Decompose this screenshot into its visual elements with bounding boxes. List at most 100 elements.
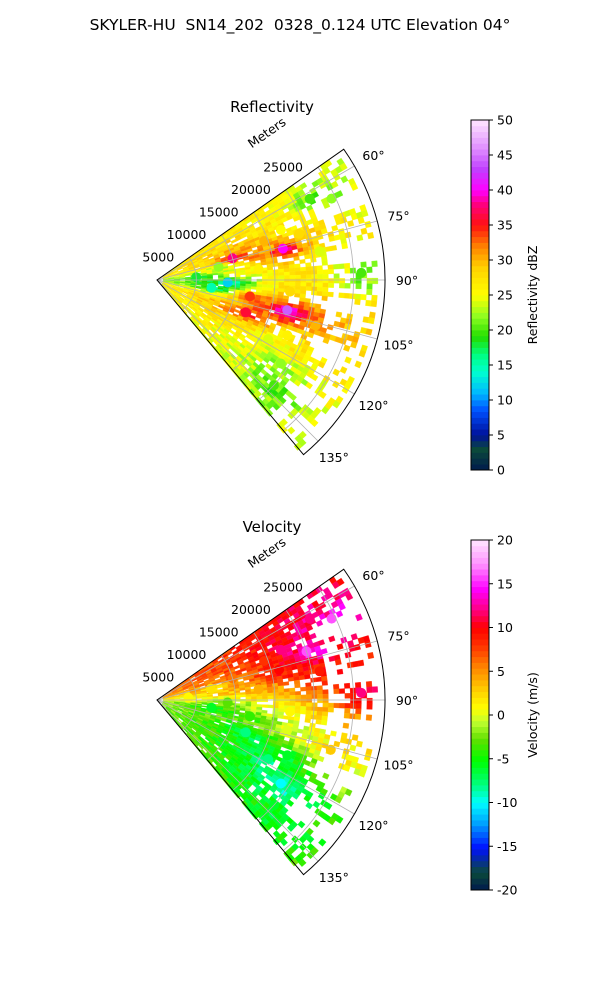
azimuth-tick-label: 60° bbox=[362, 568, 384, 583]
radar-gate bbox=[300, 686, 307, 692]
radar-gate bbox=[262, 281, 268, 285]
radar-gate bbox=[339, 366, 348, 374]
colorbar-segment bbox=[471, 709, 489, 716]
radar-gate bbox=[310, 373, 319, 382]
radar-gate bbox=[327, 264, 334, 270]
azimuth-tick-label: 135° bbox=[319, 870, 349, 885]
radar-gate bbox=[336, 643, 344, 650]
colorbar: -20 -15 -10 -5 0 5 10 15 20 Velocity (m/s) bbox=[470, 533, 540, 898]
range-ring bbox=[257, 609, 315, 821]
radial-axis-label: Meters bbox=[245, 534, 289, 571]
colorbar-segment bbox=[471, 178, 489, 185]
data-cell bbox=[314, 246, 325, 257]
radar-gate bbox=[322, 282, 329, 288]
colorbar-segment bbox=[471, 190, 489, 197]
radar-gate bbox=[371, 686, 378, 693]
radar-gate bbox=[289, 695, 296, 699]
colorbar-tick-label: 10 bbox=[497, 393, 513, 408]
range-ring bbox=[207, 654, 236, 761]
radar-gate bbox=[284, 282, 290, 286]
radar-gate bbox=[327, 269, 334, 275]
radar-gate bbox=[288, 264, 295, 269]
radar-gate bbox=[333, 683, 340, 690]
radar-gate bbox=[308, 761, 317, 769]
colorbar-segment bbox=[471, 318, 489, 325]
radar-gate bbox=[256, 281, 263, 285]
data-cell bbox=[326, 613, 337, 624]
radar-gate bbox=[267, 692, 274, 697]
radar-gate bbox=[251, 701, 257, 705]
radar-gate bbox=[299, 259, 306, 264]
colorbar-segment bbox=[471, 435, 489, 442]
colorbar-segment bbox=[471, 312, 489, 319]
radar-gate bbox=[240, 699, 246, 702]
radar-gate bbox=[261, 704, 268, 708]
radar-gate bbox=[278, 698, 285, 703]
colorbar-segment bbox=[471, 160, 489, 168]
range-tick-label: 15000 bbox=[199, 624, 239, 639]
colorbar-segment bbox=[471, 668, 489, 675]
colorbar-segment bbox=[471, 790, 489, 798]
radar-gate bbox=[273, 701, 279, 706]
radar-gate bbox=[196, 697, 202, 699]
radar-gate bbox=[333, 740, 341, 748]
colorbar-segment bbox=[471, 388, 489, 395]
radar-gate bbox=[338, 263, 345, 270]
radar-gate bbox=[335, 815, 344, 824]
radar-gate bbox=[277, 714, 284, 719]
radar-gate bbox=[245, 274, 252, 278]
radar-gate bbox=[312, 819, 321, 828]
radar-gate bbox=[330, 245, 338, 251]
radar-gate bbox=[317, 278, 324, 284]
azimuth-tick-label: 120° bbox=[358, 398, 388, 413]
radar-gate bbox=[341, 242, 348, 250]
radar-gate bbox=[267, 272, 274, 277]
data-cell bbox=[277, 243, 288, 254]
radar-gate bbox=[278, 285, 285, 290]
radar-gate bbox=[284, 695, 291, 700]
colorbar-segment bbox=[471, 831, 489, 838]
radar-gate bbox=[335, 311, 343, 318]
data-field bbox=[160, 576, 378, 867]
radar-gate bbox=[330, 730, 337, 737]
colorbar-segment bbox=[471, 738, 489, 745]
colorbar-segment bbox=[471, 400, 489, 407]
radar-gate bbox=[228, 271, 235, 274]
colorbar-segment bbox=[471, 137, 489, 144]
data-cell bbox=[282, 725, 293, 736]
radar-gate bbox=[256, 284, 263, 288]
radar-gate bbox=[251, 812, 259, 820]
colorbar-segment bbox=[471, 878, 489, 885]
radar-gate bbox=[327, 291, 334, 298]
radar-gate bbox=[207, 276, 213, 279]
radar-gate bbox=[300, 709, 307, 715]
radar-gate bbox=[316, 265, 323, 271]
radar-gate bbox=[207, 696, 213, 699]
radar-gate bbox=[334, 795, 343, 804]
radar-gate bbox=[251, 281, 257, 285]
data-cell bbox=[253, 264, 264, 275]
radar-gate bbox=[315, 719, 322, 725]
radar-gate bbox=[327, 707, 334, 713]
azimuth-tick-label: 75° bbox=[387, 208, 409, 223]
radar-gate bbox=[295, 282, 302, 287]
radar-gate bbox=[318, 838, 327, 847]
colorbar-segment bbox=[471, 365, 489, 372]
colorbar-segment bbox=[471, 411, 489, 418]
data-cell bbox=[275, 224, 286, 235]
radar-gate bbox=[339, 703, 346, 709]
radar-gate bbox=[354, 298, 361, 306]
colorbar-segment bbox=[471, 370, 489, 378]
data-cell bbox=[275, 644, 286, 655]
colorbar-segment bbox=[471, 254, 489, 261]
radar-gate bbox=[345, 592, 354, 601]
radar-gate bbox=[291, 792, 300, 800]
colorbar-tick-label: 50 bbox=[497, 113, 513, 128]
radar-gate bbox=[350, 182, 359, 191]
azimuth-spoke bbox=[156, 640, 378, 701]
radar-gate bbox=[317, 274, 324, 279]
radar-gate bbox=[284, 278, 291, 283]
radar-gate bbox=[233, 665, 240, 670]
radar-gate bbox=[256, 704, 263, 708]
radar-gate bbox=[201, 705, 208, 708]
